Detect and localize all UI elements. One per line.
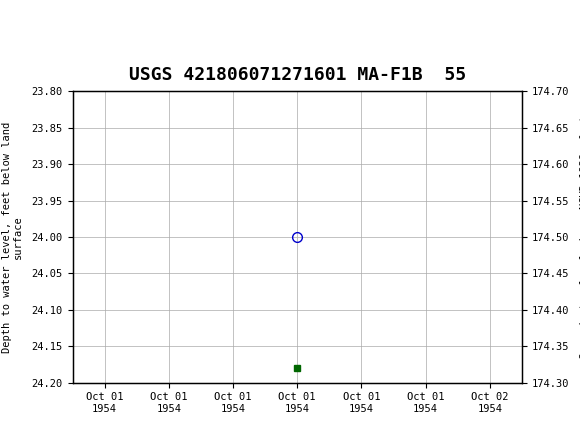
Title: USGS 421806071271601 MA-F1B  55: USGS 421806071271601 MA-F1B 55 — [129, 66, 466, 84]
Y-axis label: Depth to water level, feet below land
surface: Depth to water level, feet below land su… — [2, 121, 23, 353]
Text: ╳USGS: ╳USGS — [81, 60, 153, 83]
